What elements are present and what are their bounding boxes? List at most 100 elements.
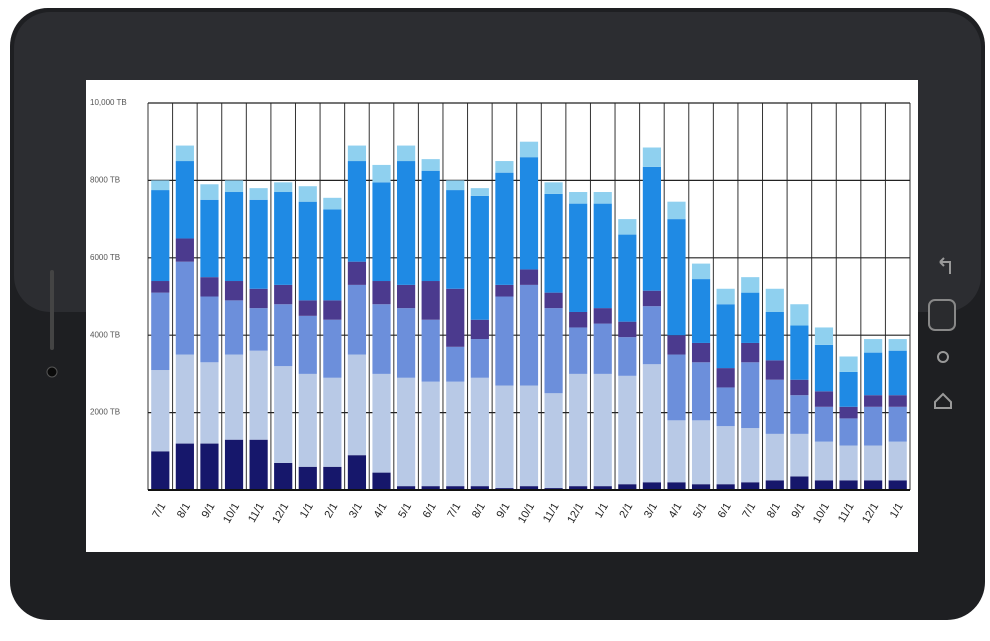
bar-segment [421, 170, 440, 282]
bar-segment [224, 354, 244, 440]
bar-segment [814, 344, 834, 392]
bar-segment [249, 199, 268, 289]
bar-segment [200, 296, 219, 363]
bar-segment [470, 319, 489, 340]
bar-segment [642, 306, 661, 365]
bar-segment [298, 373, 317, 467]
bar-segment [667, 219, 686, 336]
bar-segment [741, 362, 760, 429]
bar-segment [224, 300, 244, 355]
bar-segment [446, 180, 465, 191]
bar-segment [274, 304, 293, 367]
bar-segment [249, 288, 268, 309]
bar-segment [298, 201, 317, 301]
bar-segment [421, 159, 440, 171]
bar-segment [421, 381, 440, 487]
bar-segment [741, 292, 760, 343]
bar-segment [618, 219, 637, 235]
bar-segment [864, 480, 883, 490]
bar-segment [790, 325, 809, 380]
back-button[interactable] [939, 257, 951, 274]
bar-segment [200, 199, 219, 278]
bar-segment [175, 238, 194, 262]
bar-segment [249, 350, 268, 440]
bar-segment [200, 443, 219, 490]
bar-segment [814, 327, 834, 345]
bar-segment [544, 308, 563, 394]
bar-segment [544, 292, 563, 309]
bar-segment [323, 466, 342, 490]
bar-segment [593, 203, 612, 309]
bar-segment [790, 433, 809, 477]
bar-segment [224, 180, 244, 193]
y-tick-label: 8000 TB [90, 176, 120, 185]
bar-segment [642, 290, 661, 307]
bar-segment [569, 192, 588, 204]
bar-segment [372, 182, 391, 282]
bar-segment [716, 426, 735, 485]
bar-segment [642, 166, 661, 291]
bar-segment [691, 420, 711, 485]
menu-button[interactable] [928, 299, 956, 331]
bar-segment [470, 377, 489, 487]
bar-segment [151, 190, 170, 282]
bar-segment [691, 279, 711, 343]
bar-segment [790, 379, 809, 396]
bar-segment [347, 161, 367, 262]
bar-segment [249, 439, 268, 490]
bar-segment [323, 319, 342, 378]
bar-segment [888, 339, 907, 351]
bar-segment [888, 441, 907, 481]
y-tick-label: 4000 TB [90, 330, 120, 339]
bar-segment [372, 281, 391, 305]
bar-segment [618, 234, 637, 322]
bar-segment [446, 288, 465, 347]
bar-segment [372, 472, 391, 490]
bar-segment [839, 480, 858, 490]
bar-segment [642, 147, 661, 167]
bar-segment [397, 161, 416, 285]
bar-segment [618, 484, 637, 490]
bar-segment [175, 443, 194, 490]
bar-segment [200, 277, 219, 297]
bar-segment [593, 323, 612, 374]
bar-segment [274, 284, 293, 305]
bar-segment [397, 145, 416, 162]
home-button[interactable] [934, 392, 952, 409]
bar-segment [691, 342, 711, 363]
bar-segment [667, 482, 686, 490]
bar-segment [397, 377, 416, 487]
bar-segment [569, 486, 588, 490]
y-tick-label: 6000 TB [90, 253, 120, 262]
bar-segment [691, 362, 711, 421]
bar-segment [741, 482, 760, 490]
bar-segment [519, 385, 539, 487]
bar-segment [642, 364, 661, 483]
bar-segment [569, 311, 588, 328]
y-tick-label: 2000 TB [90, 408, 120, 417]
bar-segment [569, 373, 588, 487]
search-button[interactable] [937, 351, 949, 363]
bar-segment [495, 161, 514, 173]
bar-segment [741, 277, 760, 293]
bar-segment [667, 201, 686, 220]
bar-segment [519, 141, 539, 158]
bar-segment [519, 284, 539, 386]
bar-segment [765, 480, 784, 490]
bar-segment [446, 486, 465, 490]
bar-segment [421, 281, 440, 320]
bar-segment [446, 190, 465, 289]
bar-segment [446, 346, 465, 382]
bar-segment [864, 406, 883, 446]
bar-segment [569, 203, 588, 312]
bar-segment [839, 418, 858, 446]
bar-segment [667, 354, 686, 421]
bar-segment [593, 486, 612, 490]
bar-segment [839, 406, 858, 419]
bar-segment [298, 466, 317, 490]
bar-segment [839, 356, 858, 372]
bar-segment [470, 195, 489, 320]
bar-segment [790, 395, 809, 434]
bar-segment [544, 182, 563, 194]
